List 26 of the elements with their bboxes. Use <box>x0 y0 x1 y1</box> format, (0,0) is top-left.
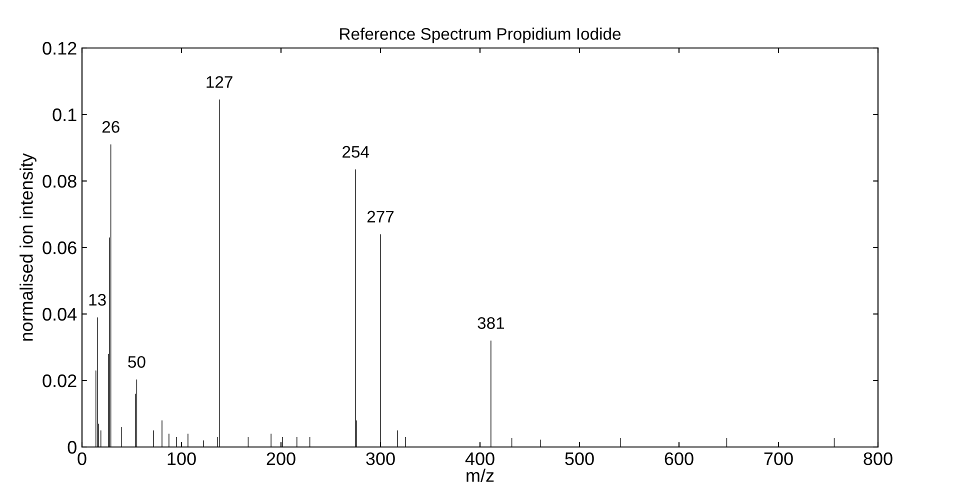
annotation: 381 <box>478 317 504 329</box>
x-tick-label: 700 <box>764 452 793 466</box>
x-tick-label: 0 <box>78 452 86 466</box>
y-tick-label: 0.06 <box>42 241 76 254</box>
x-tick-label: 500 <box>565 452 594 466</box>
chart-title: Reference Spectrum Propidium Iodide <box>340 28 621 44</box>
annotation: 50 <box>128 356 146 368</box>
annotation: 127 <box>206 76 232 88</box>
y-tick-label: 0.1 <box>52 108 76 122</box>
x-tick-label: 400 <box>465 452 494 466</box>
annotation: 26 <box>102 120 120 133</box>
x-tick-label: 100 <box>168 452 196 466</box>
annotation: 277 <box>367 210 394 222</box>
annotation: 254 <box>342 146 370 158</box>
annotation: 13 <box>89 294 106 306</box>
x-tick-label: 800 <box>864 452 892 466</box>
x-tick-label: 200 <box>266 452 296 466</box>
y-axis-title: normalised ion intensity <box>20 153 36 341</box>
y-tick-label: 0.12 <box>42 42 76 55</box>
x-tick-label: 300 <box>366 452 395 466</box>
y-tick-label: 0.04 <box>42 308 77 321</box>
x-axis-title: m/z <box>466 468 494 482</box>
y-tick-label: 0.02 <box>42 374 76 388</box>
y-tick-label: 0 <box>68 440 76 454</box>
y-tick-label: 0.08 <box>42 174 76 188</box>
x-tick-label: 600 <box>664 452 694 466</box>
